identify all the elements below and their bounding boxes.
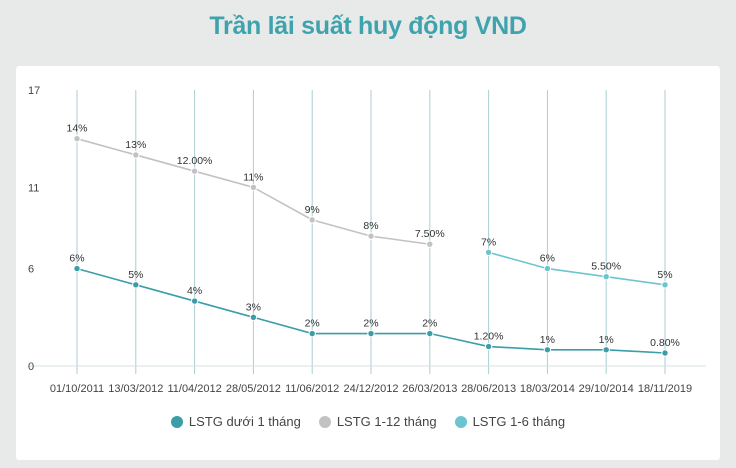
- legend-item[interactable]: LSTG dưới 1 tháng: [170, 414, 301, 429]
- legend-item[interactable]: LSTG 1-6 tháng: [454, 414, 566, 429]
- data-point: [484, 342, 493, 351]
- data-label: 0.80%: [650, 337, 680, 349]
- data-point: [661, 349, 669, 357]
- x-tick-label: 11/06/2012: [285, 383, 339, 395]
- series-line: [488, 251, 666, 286]
- data-point: [308, 216, 316, 224]
- data-point: [484, 248, 493, 257]
- data-label: 9%: [305, 204, 320, 216]
- x-tick-label: 13/03/2012: [108, 383, 163, 395]
- y-tick-label: 6: [28, 264, 34, 276]
- data-label: 2%: [363, 318, 378, 330]
- x-tick-label: 11/04/2012: [167, 383, 221, 395]
- legend-marker: [170, 415, 183, 428]
- data-point: [190, 297, 199, 305]
- data-label: 5%: [128, 269, 143, 281]
- data-label: 4%: [187, 285, 202, 297]
- data-point: [73, 264, 81, 273]
- chart-card: [16, 66, 720, 460]
- data-point: [367, 232, 375, 240]
- data-label: 12.00%: [177, 155, 213, 167]
- x-tick-label: 28/06/2013: [461, 383, 516, 395]
- data-point: [661, 281, 669, 289]
- data-label: 5.50%: [591, 261, 621, 273]
- y-tick-label: 0: [28, 361, 34, 373]
- data-label: 1%: [599, 334, 614, 346]
- y-tick-label: 11: [28, 182, 39, 194]
- data-point: [543, 346, 552, 354]
- chart-title: Trần lãi suất huy động VND: [209, 12, 527, 40]
- data-point: [426, 329, 434, 338]
- x-tick-label: 18/11/2019: [638, 383, 692, 395]
- x-tick-label: 29/10/2014: [579, 383, 634, 395]
- data-label: 13%: [125, 139, 146, 151]
- x-tick-label: 26/03/2013: [402, 383, 457, 395]
- data-label: 3%: [246, 301, 261, 313]
- data-point: [367, 329, 375, 338]
- legend-marker: [318, 415, 331, 428]
- legend-label: LSTG 1-12 tháng: [336, 414, 437, 429]
- data-point: [602, 346, 610, 354]
- data-point: [73, 135, 81, 143]
- data-label: 11%: [243, 171, 263, 183]
- data-point: [132, 281, 140, 289]
- data-point: [308, 329, 316, 338]
- x-tick-label: 18/03/2014: [520, 383, 575, 395]
- legend-item[interactable]: LSTG 1-12 tháng: [318, 414, 437, 429]
- x-tick-label: 28/05/2012: [226, 383, 281, 395]
- data-label: 6%: [69, 253, 84, 265]
- data-label: 8%: [363, 220, 378, 232]
- data-point: [190, 167, 199, 175]
- chart-legend: LSTG dưới 1 tháng LSTG 1-12 tháng LSTG 1-6…: [0, 414, 736, 429]
- data-point: [543, 264, 552, 273]
- legend-marker: [454, 415, 467, 428]
- data-point: [426, 240, 434, 248]
- x-tick-label: 01/10/2011: [50, 383, 104, 395]
- data-label: 14%: [66, 123, 87, 135]
- legend-label: LSTG 1-6 tháng: [472, 414, 566, 429]
- data-label: 2%: [422, 318, 437, 330]
- data-label: 7.50%: [415, 228, 445, 240]
- data-label: 6%: [540, 253, 555, 265]
- data-label: 1.20%: [474, 331, 504, 343]
- data-label: 1%: [540, 334, 555, 346]
- data-label: 7%: [481, 236, 496, 248]
- data-point: [249, 313, 258, 321]
- data-label: 5%: [657, 269, 672, 281]
- x-tick-label: 24/12/2012: [343, 383, 398, 395]
- y-tick-label: 17: [28, 85, 40, 97]
- data-label: 2%: [305, 318, 320, 330]
- legend-label: LSTG dưới 1 tháng: [188, 414, 301, 429]
- data-point: [132, 151, 140, 159]
- data-point: [602, 273, 610, 281]
- data-point: [249, 183, 258, 192]
